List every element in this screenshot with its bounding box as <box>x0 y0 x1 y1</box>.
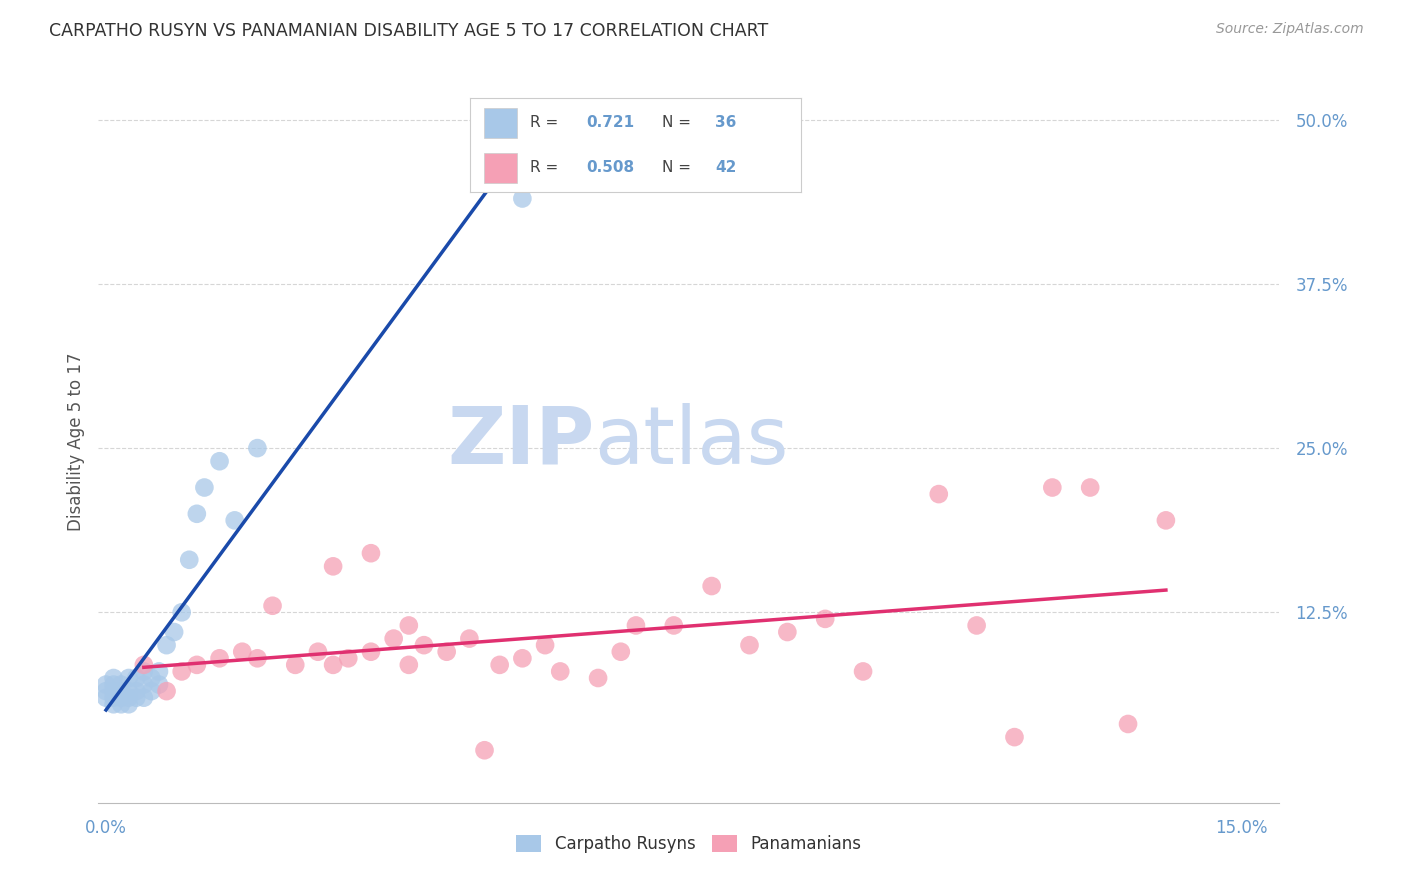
Point <box>94 690 117 705</box>
Text: ZIP: ZIP <box>447 402 595 481</box>
Y-axis label: Disability Age 5 to 17: Disability Age 5 to 17 <box>66 352 84 531</box>
Point <box>1154 513 1177 527</box>
Point <box>360 645 382 659</box>
Point <box>738 638 761 652</box>
Point <box>141 671 163 685</box>
Point <box>118 671 141 685</box>
Text: CARPATHO RUSYN VS PANAMANIAN DISABILITY AGE 5 TO 17 CORRELATION CHART: CARPATHO RUSYN VS PANAMANIAN DISABILITY … <box>49 22 769 40</box>
Point <box>193 481 215 495</box>
Point <box>776 625 799 640</box>
Point <box>155 684 177 698</box>
Point <box>148 665 170 679</box>
Point <box>398 657 420 672</box>
Point <box>118 684 141 698</box>
Point <box>110 698 132 712</box>
Point <box>548 665 571 679</box>
Point <box>246 441 269 455</box>
Point <box>224 513 246 527</box>
Point <box>610 645 633 659</box>
Point <box>322 559 344 574</box>
Point <box>360 546 382 560</box>
Point <box>170 605 193 619</box>
Point <box>1040 481 1063 495</box>
Point <box>110 690 132 705</box>
Point <box>700 579 723 593</box>
Point <box>110 684 132 698</box>
Point <box>125 684 148 698</box>
Point <box>186 657 208 672</box>
Point <box>488 657 510 672</box>
Point <box>512 651 534 665</box>
Point <box>132 657 155 672</box>
Point <box>512 192 534 206</box>
Point <box>103 684 125 698</box>
Point <box>125 690 148 705</box>
Point <box>246 651 269 665</box>
Point <box>110 677 132 691</box>
Point <box>1116 717 1139 731</box>
Point <box>322 657 344 672</box>
Point <box>118 690 141 705</box>
Point <box>132 665 155 679</box>
Point <box>132 690 155 705</box>
Point <box>382 632 405 646</box>
Point <box>163 625 186 640</box>
Point <box>852 665 875 679</box>
Point <box>94 684 117 698</box>
Point <box>148 677 170 691</box>
Text: atlas: atlas <box>595 402 789 481</box>
Point <box>458 632 481 646</box>
Text: Source: ZipAtlas.com: Source: ZipAtlas.com <box>1216 22 1364 37</box>
Point <box>125 671 148 685</box>
Point <box>284 657 307 672</box>
Point <box>155 638 177 652</box>
Point <box>231 645 253 659</box>
Point <box>474 743 496 757</box>
Point <box>103 690 125 705</box>
Point <box>436 645 458 659</box>
Point <box>814 612 837 626</box>
Point <box>398 618 420 632</box>
Point <box>928 487 950 501</box>
Legend: Carpatho Rusyns, Panamanians: Carpatho Rusyns, Panamanians <box>510 828 868 860</box>
Point <box>103 677 125 691</box>
Point <box>103 698 125 712</box>
Point <box>586 671 609 685</box>
Point <box>118 698 141 712</box>
Point <box>337 651 360 665</box>
Point <box>662 618 685 632</box>
Point <box>966 618 988 632</box>
Point <box>208 651 231 665</box>
Point <box>94 677 117 691</box>
Point <box>179 553 201 567</box>
Point <box>307 645 329 659</box>
Point <box>141 684 163 698</box>
Point <box>186 507 208 521</box>
Point <box>534 638 557 652</box>
Point <box>1004 730 1026 744</box>
Point <box>624 618 647 632</box>
Point <box>413 638 436 652</box>
Point <box>1078 481 1101 495</box>
Point <box>208 454 231 468</box>
Point <box>262 599 284 613</box>
Point <box>103 671 125 685</box>
Point <box>132 677 155 691</box>
Point <box>170 665 193 679</box>
